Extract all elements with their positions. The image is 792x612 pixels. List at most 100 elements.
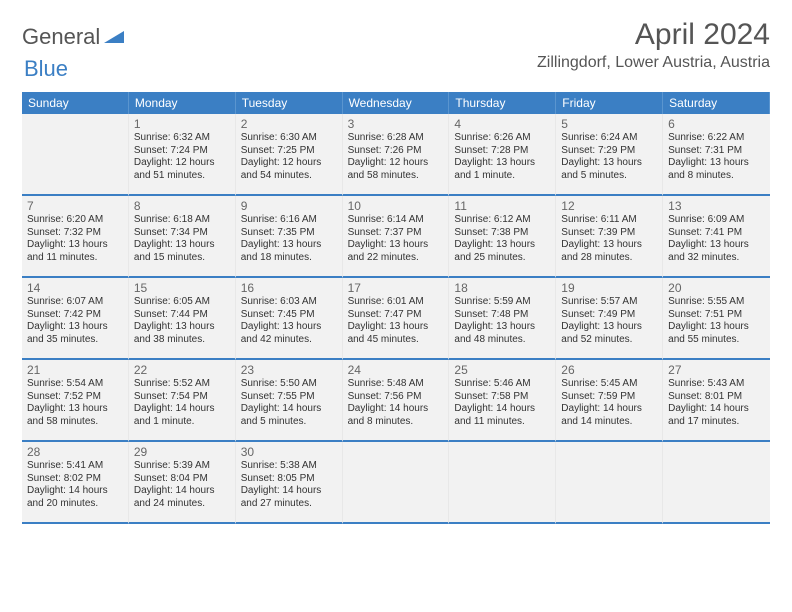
info-line: Sunset: 7:29 PM [561, 145, 657, 158]
info-line: Sunset: 8:01 PM [668, 391, 765, 404]
title-block: April 2024 Zillingdorf, Lower Austria, A… [537, 18, 770, 72]
day-cell: 24Sunrise: 5:48 AMSunset: 7:56 PMDayligh… [343, 360, 450, 442]
info-line: Sunset: 7:39 PM [561, 227, 657, 240]
info-line: Sunset: 7:55 PM [241, 391, 337, 404]
day-cell: 11Sunrise: 6:12 AMSunset: 7:38 PMDayligh… [449, 196, 556, 278]
info-line: and 14 minutes. [561, 416, 657, 429]
day-header: Sunday [22, 92, 129, 114]
day-number: 23 [241, 363, 337, 377]
day-info: Sunrise: 6:28 AMSunset: 7:26 PMDaylight:… [348, 132, 444, 182]
day-cell: 16Sunrise: 6:03 AMSunset: 7:45 PMDayligh… [236, 278, 343, 360]
day-header: Monday [129, 92, 236, 114]
day-cell: 15Sunrise: 6:05 AMSunset: 7:44 PMDayligh… [129, 278, 236, 360]
info-line: Daylight: 14 hours [561, 403, 657, 416]
logo: General [22, 24, 126, 50]
info-line: and 25 minutes. [454, 252, 550, 265]
info-line: and 42 minutes. [241, 334, 337, 347]
info-line: Sunrise: 5:57 AM [561, 296, 657, 309]
location: Zillingdorf, Lower Austria, Austria [537, 54, 770, 72]
info-line: Sunrise: 6:32 AM [134, 132, 230, 145]
day-info: Sunrise: 6:32 AMSunset: 7:24 PMDaylight:… [134, 132, 230, 182]
info-line: Daylight: 13 hours [668, 157, 765, 170]
info-line: Daylight: 12 hours [348, 157, 444, 170]
day-info: Sunrise: 5:41 AMSunset: 8:02 PMDaylight:… [27, 460, 123, 510]
info-line: and 18 minutes. [241, 252, 337, 265]
day-info: Sunrise: 6:09 AMSunset: 7:41 PMDaylight:… [668, 214, 765, 264]
info-line: Sunset: 7:41 PM [668, 227, 765, 240]
day-info: Sunrise: 5:55 AMSunset: 7:51 PMDaylight:… [668, 296, 765, 346]
info-line: Sunrise: 6:28 AM [348, 132, 444, 145]
info-line: Sunset: 7:35 PM [241, 227, 337, 240]
day-info: Sunrise: 5:52 AMSunset: 7:54 PMDaylight:… [134, 378, 230, 428]
day-number: 26 [561, 363, 657, 377]
info-line: Sunset: 8:05 PM [241, 473, 337, 486]
info-line: and 58 minutes. [348, 170, 444, 183]
day-info: Sunrise: 5:57 AMSunset: 7:49 PMDaylight:… [561, 296, 657, 346]
info-line: Sunrise: 6:30 AM [241, 132, 337, 145]
day-cell: 12Sunrise: 6:11 AMSunset: 7:39 PMDayligh… [556, 196, 663, 278]
month-title: April 2024 [537, 18, 770, 52]
day-cell: 6Sunrise: 6:22 AMSunset: 7:31 PMDaylight… [663, 114, 770, 196]
info-line: Sunset: 7:58 PM [454, 391, 550, 404]
day-info: Sunrise: 5:43 AMSunset: 8:01 PMDaylight:… [668, 378, 765, 428]
info-line: and 11 minutes. [454, 416, 550, 429]
day-info: Sunrise: 6:03 AMSunset: 7:45 PMDaylight:… [241, 296, 337, 346]
info-line: and 1 minute. [454, 170, 550, 183]
info-line: and 1 minute. [134, 416, 230, 429]
info-line: and 28 minutes. [561, 252, 657, 265]
info-line: Daylight: 13 hours [27, 403, 123, 416]
day-header: Wednesday [343, 92, 450, 114]
day-cell: 4Sunrise: 6:26 AMSunset: 7:28 PMDaylight… [449, 114, 556, 196]
info-line: Sunrise: 5:50 AM [241, 378, 337, 391]
day-number: 13 [668, 199, 765, 213]
day-number: 4 [454, 117, 550, 131]
info-line: Sunrise: 5:48 AM [348, 378, 444, 391]
info-line: Sunrise: 6:24 AM [561, 132, 657, 145]
info-line: Sunrise: 6:20 AM [27, 214, 123, 227]
day-info: Sunrise: 6:24 AMSunset: 7:29 PMDaylight:… [561, 132, 657, 182]
day-number: 21 [27, 363, 123, 377]
info-line: Daylight: 12 hours [241, 157, 337, 170]
info-line: Daylight: 13 hours [134, 239, 230, 252]
info-line: Daylight: 13 hours [668, 239, 765, 252]
day-number: 5 [561, 117, 657, 131]
info-line: Sunrise: 6:01 AM [348, 296, 444, 309]
info-line: and 17 minutes. [668, 416, 765, 429]
info-line: and 58 minutes. [27, 416, 123, 429]
day-info: Sunrise: 6:18 AMSunset: 7:34 PMDaylight:… [134, 214, 230, 264]
info-line: Sunset: 7:34 PM [134, 227, 230, 240]
info-line: Daylight: 13 hours [241, 239, 337, 252]
info-line: Sunset: 7:28 PM [454, 145, 550, 158]
day-header: Tuesday [236, 92, 343, 114]
info-line: Sunset: 8:04 PM [134, 473, 230, 486]
logo-triangle-icon [104, 27, 124, 48]
day-info: Sunrise: 6:14 AMSunset: 7:37 PMDaylight:… [348, 214, 444, 264]
info-line: Daylight: 13 hours [241, 321, 337, 334]
info-line: Daylight: 13 hours [348, 321, 444, 334]
day-cell: 27Sunrise: 5:43 AMSunset: 8:01 PMDayligh… [663, 360, 770, 442]
info-line: Sunset: 7:24 PM [134, 145, 230, 158]
info-line: Sunset: 7:32 PM [27, 227, 123, 240]
day-header: Friday [556, 92, 663, 114]
info-line: and 22 minutes. [348, 252, 444, 265]
info-line: Daylight: 14 hours [241, 403, 337, 416]
day-cell: 23Sunrise: 5:50 AMSunset: 7:55 PMDayligh… [236, 360, 343, 442]
info-line: Daylight: 13 hours [561, 239, 657, 252]
info-line: Sunrise: 6:03 AM [241, 296, 337, 309]
day-number: 20 [668, 281, 765, 295]
info-line: Sunset: 7:26 PM [348, 145, 444, 158]
empty-cell [343, 442, 450, 524]
info-line: Daylight: 14 hours [241, 485, 337, 498]
info-line: Daylight: 13 hours [561, 321, 657, 334]
info-line: and 8 minutes. [348, 416, 444, 429]
day-info: Sunrise: 6:05 AMSunset: 7:44 PMDaylight:… [134, 296, 230, 346]
empty-cell [449, 442, 556, 524]
day-number: 25 [454, 363, 550, 377]
info-line: and 51 minutes. [134, 170, 230, 183]
day-cell: 28Sunrise: 5:41 AMSunset: 8:02 PMDayligh… [22, 442, 129, 524]
info-line: Daylight: 13 hours [454, 239, 550, 252]
day-header: Saturday [663, 92, 770, 114]
info-line: Sunrise: 6:14 AM [348, 214, 444, 227]
day-number: 2 [241, 117, 337, 131]
info-line: Sunrise: 5:54 AM [27, 378, 123, 391]
